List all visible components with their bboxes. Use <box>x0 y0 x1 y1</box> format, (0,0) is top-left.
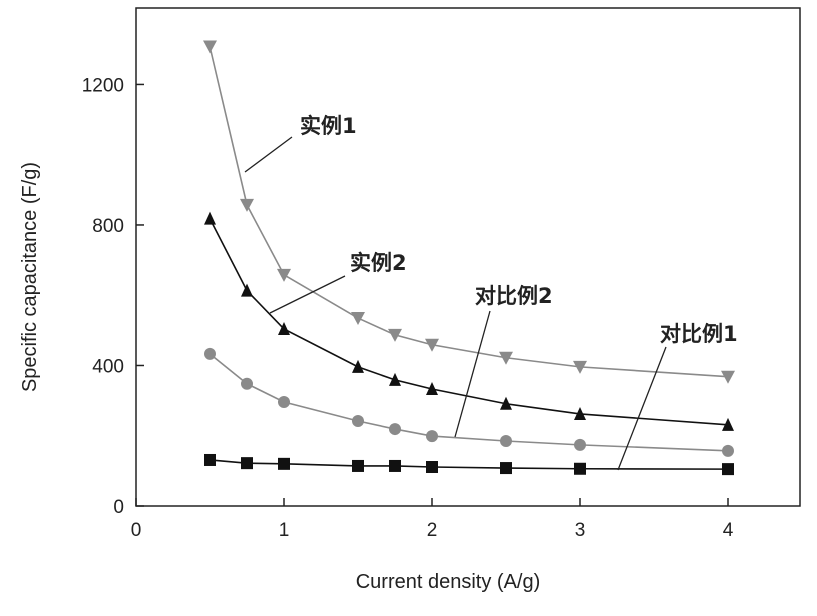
data-point <box>722 463 734 476</box>
data-point <box>352 414 364 427</box>
data-point <box>389 423 401 436</box>
data-point <box>722 444 734 457</box>
data-point <box>241 377 253 390</box>
y-tick-label: 800 <box>92 216 124 237</box>
series-line <box>209 218 729 426</box>
data-point <box>426 430 438 443</box>
series-annotation: 对比例2 <box>475 284 553 308</box>
data-point <box>204 453 216 466</box>
data-point <box>721 370 735 384</box>
data-point <box>722 417 734 431</box>
y-tick-label: 0 <box>113 497 124 518</box>
annotation-leader-line <box>617 346 667 471</box>
data-point <box>278 457 290 470</box>
series-annotation: 实例2 <box>350 251 407 275</box>
data-point <box>203 40 217 54</box>
x-tick-label: 0 <box>131 520 142 541</box>
data-point <box>573 360 587 374</box>
y-tick-label: 1200 <box>82 75 124 96</box>
data-point <box>426 461 438 474</box>
data-point <box>574 438 586 451</box>
data-point <box>241 283 253 297</box>
data-point <box>278 396 290 409</box>
data-point <box>352 359 364 373</box>
y-tick-label: 400 <box>92 356 124 377</box>
series-annotation: 对比例1 <box>660 322 738 346</box>
data-point <box>278 321 290 335</box>
x-tick-label: 3 <box>575 520 586 541</box>
x-tick-label: 1 <box>279 520 290 541</box>
data-point <box>500 462 512 475</box>
y-axis-label: Specific capacitance (F/g) <box>19 162 41 392</box>
x-tick-label: 4 <box>723 520 734 541</box>
data-point <box>204 211 216 225</box>
data-point <box>351 312 365 326</box>
data-point <box>352 459 364 472</box>
data-point <box>241 457 253 470</box>
data-point <box>574 462 586 475</box>
data-point <box>499 351 513 365</box>
data-point <box>389 459 401 472</box>
x-axis-label: Current density (A/g) <box>356 571 541 593</box>
plot-frame <box>135 7 801 507</box>
data-point <box>240 198 254 212</box>
annotation-leader-line <box>454 310 491 438</box>
annotation-leader-line <box>269 275 346 314</box>
data-point <box>389 372 401 386</box>
data-point <box>426 382 438 396</box>
annotation-leader-line <box>244 136 293 173</box>
data-point <box>574 406 586 420</box>
series-line <box>209 46 729 378</box>
x-tick-label: 2 <box>427 520 438 541</box>
data-point <box>204 347 216 360</box>
series-annotation: 实例1 <box>300 114 357 138</box>
data-point <box>425 338 439 352</box>
data-point <box>388 328 402 342</box>
data-point <box>500 396 512 410</box>
data-point <box>277 268 291 282</box>
data-point <box>500 435 512 448</box>
